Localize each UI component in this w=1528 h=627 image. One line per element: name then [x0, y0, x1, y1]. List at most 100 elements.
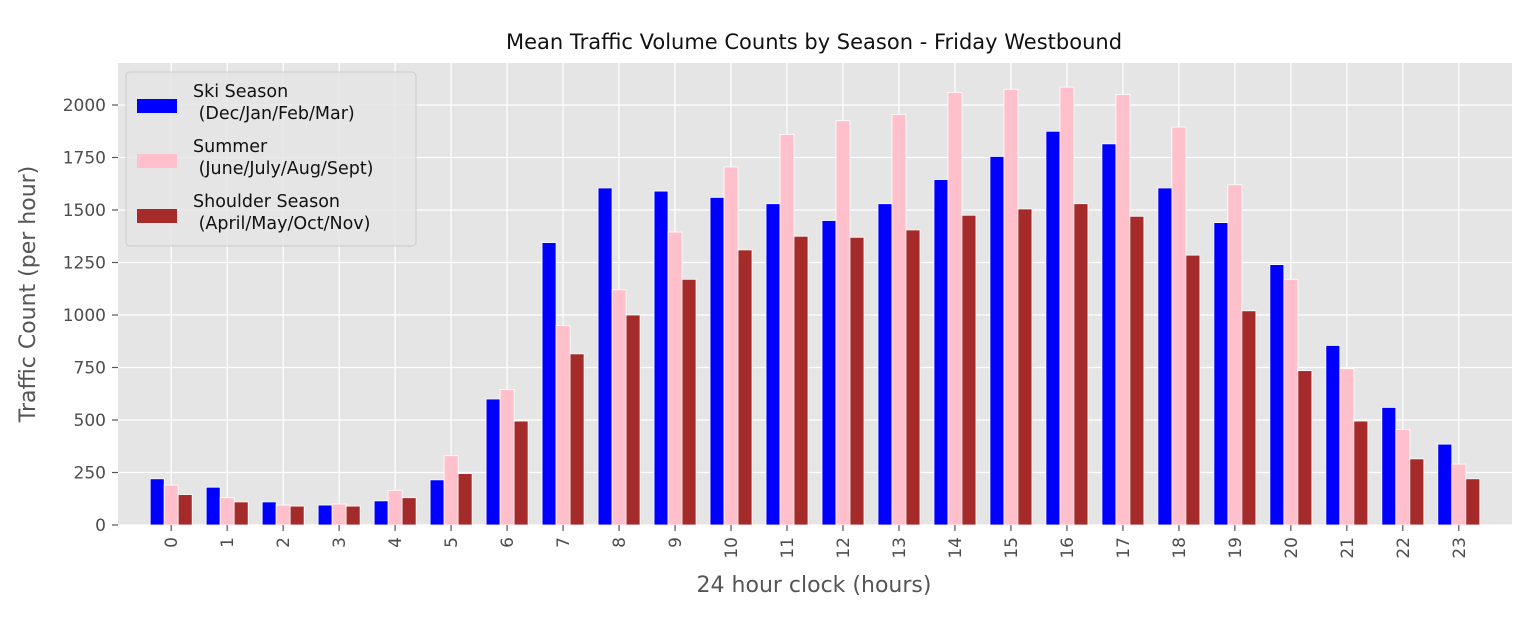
- bar: [821, 220, 837, 526]
- x-tick-label: 13: [890, 537, 910, 559]
- x-tick-label: 12: [834, 537, 854, 559]
- bar: [261, 501, 277, 526]
- bar: [1115, 94, 1131, 526]
- x-tick-label: 18: [1170, 537, 1190, 559]
- x-tick-label: 5: [442, 537, 462, 548]
- y-tick-label: 2000: [63, 96, 106, 116]
- bar: [779, 133, 795, 526]
- x-tick-label: 20: [1282, 537, 1302, 559]
- y-tick-label: 1500: [63, 201, 106, 221]
- bar: [835, 120, 851, 526]
- bar: [723, 166, 739, 526]
- bar: [849, 236, 865, 526]
- x-tick-label: 9: [666, 537, 686, 548]
- bar: [1059, 86, 1075, 526]
- bar: [1353, 420, 1369, 526]
- y-tick-label: 750: [74, 359, 106, 379]
- legend-label: (April/May/Oct/Nov): [193, 214, 371, 234]
- bar: [345, 505, 361, 526]
- x-tick-label: 0: [162, 537, 182, 548]
- y-tick-label: 1250: [63, 254, 106, 274]
- bar: [1003, 88, 1019, 526]
- bar: [1465, 478, 1481, 526]
- y-axis-label: Traffic Count (per hour): [16, 166, 41, 424]
- bar: [443, 455, 459, 526]
- chart-title: Mean Traffic Volume Counts by Season - F…: [506, 30, 1122, 54]
- x-tick-label: 16: [1058, 537, 1078, 559]
- legend-label: (Dec/Jan/Feb/Mar): [193, 104, 355, 124]
- bar: [611, 289, 627, 526]
- x-tick-label: 2: [274, 537, 294, 548]
- legend-item: Summer (June/July/Aug/Sept): [137, 137, 374, 179]
- bar: [681, 278, 697, 526]
- bar: [793, 235, 809, 526]
- bar: [1129, 215, 1145, 526]
- bar: [765, 203, 781, 526]
- bar: [317, 504, 333, 526]
- bar: [401, 497, 417, 526]
- bar: [1297, 370, 1313, 526]
- bar: [667, 231, 683, 526]
- x-tick-label: 19: [1226, 537, 1246, 559]
- bar: [275, 504, 291, 526]
- y-axis-ticks: 0 250 500 750 1000 1250 1500 1750 2000: [63, 96, 118, 536]
- legend: Ski Season (Dec/Jan/Feb/Mar) Summer (June…: [125, 71, 417, 247]
- bar: [387, 489, 403, 526]
- x-tick-label: 22: [1394, 537, 1414, 559]
- bar: [205, 486, 221, 526]
- bar: [331, 503, 347, 526]
- bar: [933, 179, 949, 526]
- bar: [1437, 443, 1453, 526]
- x-tick-label: 15: [1002, 537, 1022, 559]
- x-tick-label: 17: [1114, 537, 1134, 559]
- x-tick-label: 11: [778, 537, 798, 559]
- bar: [1241, 310, 1257, 526]
- bar: [737, 249, 753, 526]
- bar: [289, 505, 305, 526]
- bar: [1339, 368, 1355, 526]
- bar: [569, 353, 585, 526]
- bar: [1171, 126, 1187, 526]
- bar: [597, 187, 613, 526]
- y-tick-label: 500: [74, 411, 106, 431]
- bar: [709, 196, 725, 526]
- bar: [485, 398, 501, 526]
- bar: [1017, 208, 1033, 526]
- x-tick-label: 8: [610, 537, 630, 548]
- x-axis-label: 24 hour clock (hours): [697, 573, 932, 598]
- bar: [905, 229, 921, 526]
- legend-label: Summer: [193, 137, 268, 157]
- bar: [429, 479, 445, 526]
- bar: [947, 92, 963, 526]
- series-1: [149, 130, 1453, 526]
- bar: [1101, 143, 1117, 526]
- bar: [1269, 264, 1285, 526]
- bar: [373, 500, 389, 526]
- y-tick-label: 1000: [63, 306, 106, 326]
- bar: [541, 242, 557, 526]
- bar: [219, 497, 235, 526]
- bar: [653, 190, 669, 526]
- legend-box: [125, 71, 417, 247]
- bar: [177, 494, 193, 526]
- bar: [1409, 458, 1425, 526]
- legend-item: Ski Season (Dec/Jan/Feb/Mar): [137, 82, 355, 124]
- bar: [1213, 222, 1229, 526]
- x-tick-label: 1: [218, 537, 238, 548]
- bar: [233, 501, 249, 526]
- bar: [513, 420, 529, 526]
- legend-swatch: [137, 99, 177, 113]
- bar: [1227, 184, 1243, 526]
- x-tick-label: 10: [722, 537, 742, 559]
- legend-swatch: [137, 154, 177, 168]
- series-3: [177, 203, 1481, 526]
- bar: [555, 325, 571, 526]
- bar: [499, 389, 515, 526]
- x-axis-ticks: 0 1 2 3 4 5 6 7 8 9 10 11 12 13 14 15 16 17 18 19 20 21 22 23: [162, 525, 1470, 559]
- x-tick-label: 14: [946, 537, 966, 559]
- legend-swatch: [137, 209, 177, 223]
- bar: [1395, 429, 1411, 526]
- bar: [1381, 406, 1397, 526]
